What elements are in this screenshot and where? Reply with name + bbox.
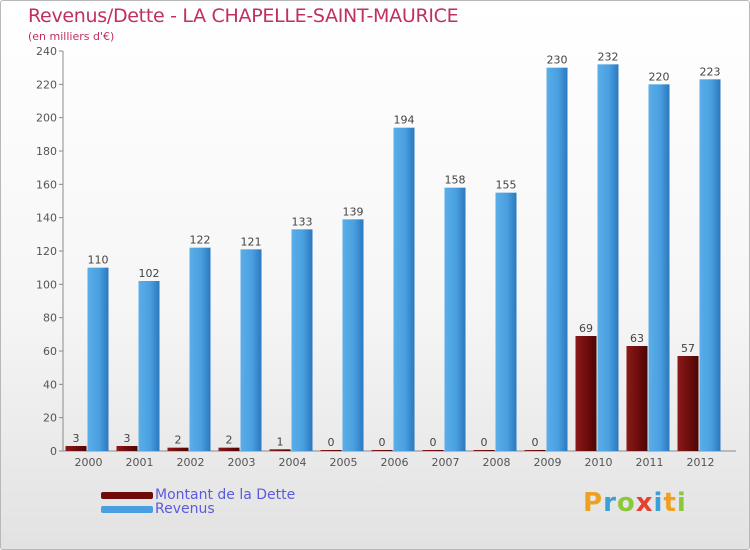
bar-dette [371,450,393,451]
data-label-revenus: 223 [700,65,721,78]
bar-revenus [138,281,160,451]
data-label-revenus: 220 [649,70,670,83]
x-tick-label: 2010 [585,456,613,469]
data-label-dette: 0 [532,436,539,449]
y-tick-label: 40 [43,378,57,391]
legend-swatch-revenus [101,506,153,513]
data-labels: 3 110 3 102 2 122 2 121 1 133 0 139 0 194 0 158 0 155 0 230… [73,50,721,449]
bar-dette [269,449,291,451]
data-label-dette: 57 [681,342,695,355]
y-tick-label: 80 [43,312,57,325]
legend-label-revenus: Revenus [155,501,215,517]
bar-dette [422,450,444,451]
data-label-dette: 63 [630,332,644,345]
bar-dette [65,446,87,451]
bar-revenus [240,249,262,451]
bar-revenus [699,79,721,451]
bar-revenus [291,229,313,451]
data-label-revenus: 158 [445,174,466,187]
data-label-revenus: 102 [139,267,160,280]
data-label-dette: 2 [175,434,182,447]
data-label-dette: 3 [73,432,80,445]
x-tick-label: 2001 [126,456,154,469]
data-label-dette: 69 [579,322,593,335]
bars [65,64,721,452]
chart-subtitle: (en milliers d'€) [28,30,115,43]
bar-revenus [87,267,109,451]
logo-letter: t [663,488,677,518]
bar-revenus [597,64,619,452]
bar-revenus [189,247,211,451]
data-label-dette: 0 [328,436,335,449]
y-tick-label: 20 [43,412,57,425]
bar-revenus [648,84,670,451]
x-tick-label: 2003 [228,456,256,469]
bar-revenus [546,67,568,452]
logo-letter: o [616,488,636,518]
y-tick-label: 220 [36,78,57,91]
data-label-revenus: 155 [496,179,517,192]
bar-dette [626,346,648,451]
x-tick-label: 2007 [432,456,460,469]
data-label-revenus: 122 [190,234,211,247]
y-tick-label: 140 [36,212,57,225]
y-tick-label: 0 [50,445,57,458]
data-label-dette: 2 [226,434,233,447]
bar-revenus [393,127,415,452]
x-tick-label: 2000 [75,456,103,469]
logo-letter: r [603,488,617,518]
y-tick-label: 180 [36,145,57,158]
y-tick-label: 240 [36,45,57,58]
data-label-revenus: 121 [241,235,262,248]
x-tick-label: 2006 [381,456,409,469]
data-label-dette: 0 [379,436,386,449]
chart-title: Revenus/Dette - LA CHAPELLE-SAINT-MAURIC… [28,5,459,27]
y-tick-label: 100 [36,278,57,291]
y-tick-label: 160 [36,178,57,191]
legend-label-dette: Montant de la Dette [155,487,296,503]
x-tick-label: 2004 [279,456,307,469]
y-tick-label: 60 [43,345,57,358]
proxiti-logo: Proxiti [583,488,687,518]
bar-dette [575,336,597,451]
data-label-dette: 3 [124,432,131,445]
bar-revenus [444,187,466,451]
bar-dette [677,356,699,451]
data-label-revenus: 232 [598,50,619,63]
data-label-revenus: 139 [343,205,364,218]
legend-swatch-dette [101,492,153,499]
x-tick-label: 2005 [330,456,358,469]
x-tick-label: 2011 [636,456,664,469]
bar-revenus [342,219,364,451]
logo-letter: i [653,488,664,518]
data-label-dette: 0 [481,436,488,449]
data-label-dette: 0 [430,436,437,449]
y-tick-label: 120 [36,245,57,258]
bar-dette [167,447,189,451]
data-label-revenus: 110 [88,254,109,267]
data-label-dette: 1 [277,435,284,448]
bar-dette [524,450,546,451]
logo-letter: x [635,488,654,518]
bar-dette [218,447,240,451]
y-tick-label: 200 [36,112,57,125]
data-label-revenus: 194 [394,114,415,127]
data-label-revenus: 230 [547,54,568,67]
x-tick-label: 2012 [687,456,715,469]
bar-dette [320,450,342,451]
bar-revenus [495,192,517,451]
x-tick-label: 2002 [177,456,205,469]
x-tick-label: 2008 [483,456,511,469]
data-label-revenus: 133 [292,215,313,228]
bar-dette [473,450,495,451]
x-tick-label: 2009 [534,456,562,469]
logo-letter: i [676,488,687,518]
logo-letter: P [583,488,604,518]
bar-dette [116,446,138,451]
